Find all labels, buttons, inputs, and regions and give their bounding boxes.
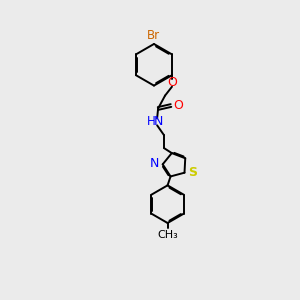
Text: CH₃: CH₃ xyxy=(157,230,178,240)
Text: N: N xyxy=(150,157,160,170)
Text: H: H xyxy=(147,115,156,128)
Text: O: O xyxy=(167,76,177,89)
Text: S: S xyxy=(188,166,197,179)
Text: O: O xyxy=(173,99,183,112)
Text: Br: Br xyxy=(146,28,160,42)
Text: N: N xyxy=(153,115,163,128)
